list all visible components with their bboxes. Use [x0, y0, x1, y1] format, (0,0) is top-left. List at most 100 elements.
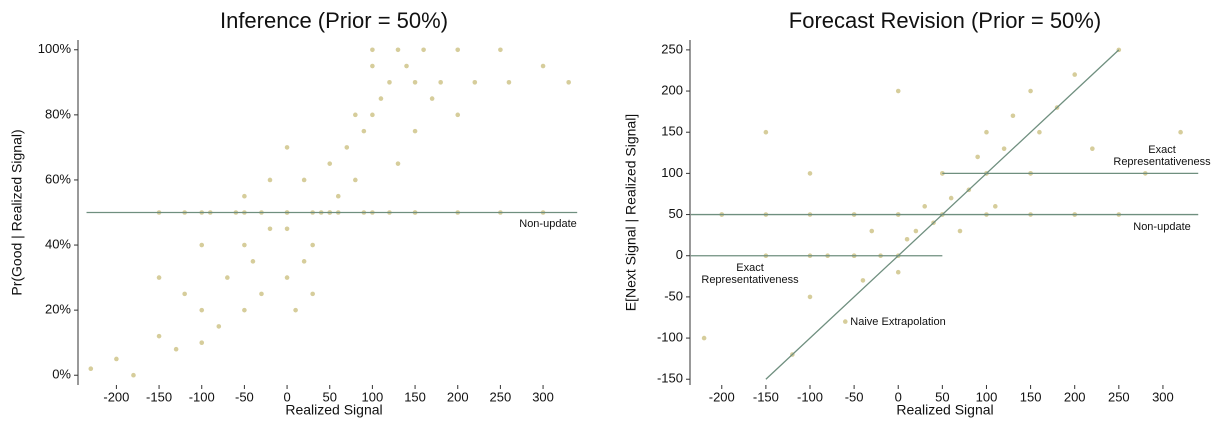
line-annotation: Exact [736, 262, 764, 274]
point [1072, 72, 1078, 77]
point [131, 372, 136, 378]
point [498, 47, 503, 53]
point [284, 226, 290, 232]
point [540, 63, 546, 69]
point [310, 242, 315, 248]
point [327, 161, 333, 166]
point [438, 80, 443, 85]
x-tick-label: -200 [103, 389, 129, 404]
point [361, 128, 367, 134]
line-annotation: Exact [1148, 144, 1176, 156]
point [429, 96, 435, 101]
point [842, 319, 848, 324]
y-tick-label: 50 [669, 206, 683, 221]
point [807, 171, 813, 176]
point [370, 63, 375, 69]
point [922, 204, 928, 209]
point [353, 112, 358, 118]
point [992, 204, 998, 209]
point [370, 112, 375, 118]
point [250, 259, 256, 264]
point [1090, 146, 1095, 151]
x-tick-label: 200 [1064, 389, 1086, 404]
point [284, 275, 290, 280]
point [957, 228, 963, 234]
point [701, 335, 707, 341]
point [242, 242, 247, 248]
point [948, 195, 954, 201]
x-tick-label: 200 [447, 389, 469, 404]
x-tick-label: 150 [1020, 389, 1042, 404]
point [216, 324, 222, 329]
y-tick-label: 0% [52, 367, 71, 382]
point [566, 80, 571, 85]
point [895, 269, 901, 275]
x-tick-label: -50 [235, 389, 254, 404]
point [387, 80, 392, 85]
y-tick-label: 150 [661, 124, 683, 139]
point [156, 333, 162, 339]
x-tick-label: -100 [797, 389, 823, 404]
line-annotation: Naive Extrapolation [850, 316, 945, 328]
point [1001, 146, 1007, 151]
x-axis-label: Realized Signal [896, 402, 993, 418]
point [267, 177, 273, 183]
point [860, 278, 866, 283]
point [88, 366, 94, 372]
x-tick-label: 100 [976, 389, 998, 404]
point [904, 236, 910, 242]
point [395, 161, 401, 166]
point [199, 307, 205, 313]
y-tick-label: -50 [664, 288, 683, 303]
y-tick-label: 100 [661, 165, 683, 180]
point [267, 226, 273, 232]
x-axis-label: Realized Signal [285, 402, 382, 418]
y-tick-label: -100 [657, 330, 683, 345]
point [353, 177, 358, 183]
point [807, 294, 813, 300]
point [455, 47, 461, 53]
point [242, 193, 247, 199]
y-tick-label: 20% [45, 302, 71, 317]
point [395, 47, 401, 53]
x-tick-label: 300 [532, 389, 554, 404]
x-tick-label: -200 [709, 389, 735, 404]
x-tick-label: 150 [404, 389, 426, 404]
x-tick-label: 250 [490, 389, 512, 404]
point [869, 228, 875, 234]
point [1010, 113, 1016, 119]
x-tick-label: 0 [895, 389, 902, 404]
y-tick-label: 250 [661, 41, 683, 56]
x-tick-label: 0 [283, 389, 290, 404]
x-tick-label: 100 [362, 389, 384, 404]
point [404, 63, 409, 69]
point [763, 129, 769, 135]
chart-title: Inference (Prior = 50%) [220, 8, 448, 33]
line-annotation: Non-update [1133, 221, 1191, 233]
x-tick-label: -150 [146, 389, 172, 404]
line-annotation: Non-update [519, 218, 577, 230]
point [975, 154, 980, 160]
x-tick-label: -100 [189, 389, 215, 404]
point [225, 275, 230, 280]
point [412, 80, 418, 85]
y-axis-label: Pr(Good | Realized Signal) [9, 129, 25, 295]
point [182, 291, 187, 297]
point [344, 145, 350, 150]
point [284, 145, 290, 150]
point [1037, 129, 1042, 135]
point [1178, 129, 1183, 135]
point [895, 88, 901, 94]
x-tick-label: -150 [753, 389, 779, 404]
point [199, 242, 205, 248]
point [984, 129, 989, 135]
x-tick-label: 50 [935, 389, 949, 404]
y-tick-label: 0 [676, 247, 683, 262]
x-tick-label: 300 [1152, 389, 1174, 404]
point [242, 307, 247, 313]
point [173, 346, 179, 352]
line-annotation: Representativeness [701, 274, 799, 286]
point [310, 291, 315, 297]
point [293, 307, 298, 313]
